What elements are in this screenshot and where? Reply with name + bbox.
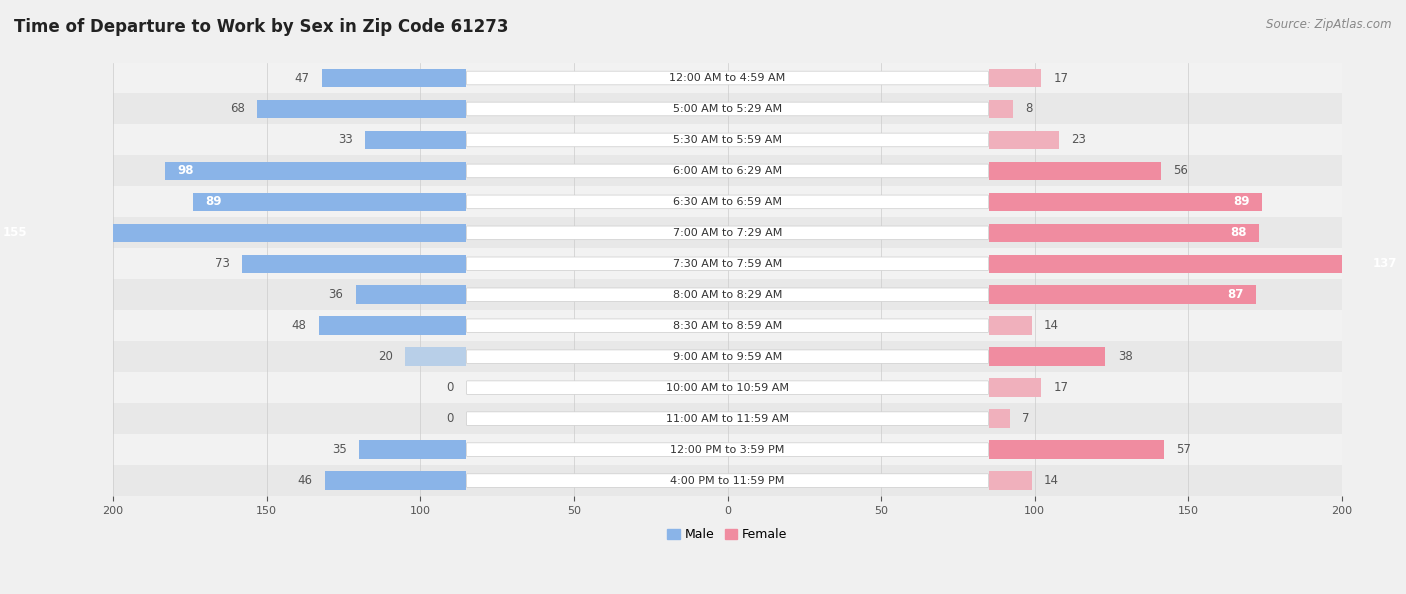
Text: Time of Departure to Work by Sex in Zip Code 61273: Time of Departure to Work by Sex in Zip … [14, 18, 509, 36]
Bar [193, 192, 467, 211]
Bar [112, 465, 1341, 496]
Bar [988, 378, 1040, 397]
Bar [322, 69, 467, 87]
Text: 7:30 AM to 7:59 AM: 7:30 AM to 7:59 AM [673, 259, 782, 269]
Text: 33: 33 [337, 134, 353, 147]
Text: 35: 35 [332, 443, 346, 456]
Text: 11:00 AM to 11:59 AM: 11:00 AM to 11:59 AM [666, 413, 789, 424]
Bar [112, 434, 1341, 465]
Bar [356, 286, 467, 304]
Text: Source: ZipAtlas.com: Source: ZipAtlas.com [1267, 18, 1392, 31]
Bar [112, 310, 1341, 341]
Bar [257, 100, 467, 118]
FancyBboxPatch shape [467, 102, 988, 116]
Bar [319, 317, 467, 335]
Bar [988, 69, 1040, 87]
Text: 48: 48 [291, 319, 307, 332]
Text: 6:00 AM to 6:29 AM: 6:00 AM to 6:29 AM [673, 166, 782, 176]
Text: 12:00 PM to 3:59 PM: 12:00 PM to 3:59 PM [671, 445, 785, 454]
Bar [242, 255, 467, 273]
Text: 0: 0 [447, 412, 454, 425]
Bar [112, 156, 1341, 187]
Bar [988, 255, 1406, 273]
Bar [112, 125, 1341, 156]
Text: 20: 20 [378, 350, 392, 363]
Text: 73: 73 [215, 257, 229, 270]
Text: 8: 8 [1025, 103, 1033, 115]
Text: 8:30 AM to 8:59 AM: 8:30 AM to 8:59 AM [673, 321, 782, 331]
Bar [366, 131, 467, 149]
Bar [112, 62, 1341, 93]
FancyBboxPatch shape [467, 226, 988, 239]
Bar [988, 471, 1032, 490]
FancyBboxPatch shape [467, 319, 988, 333]
Text: 56: 56 [1173, 165, 1188, 178]
Bar [988, 409, 1010, 428]
FancyBboxPatch shape [467, 474, 988, 488]
FancyBboxPatch shape [467, 288, 988, 302]
Text: 57: 57 [1175, 443, 1191, 456]
FancyBboxPatch shape [467, 71, 988, 85]
Bar [988, 440, 1164, 459]
Text: 89: 89 [1233, 195, 1250, 208]
Text: 8:00 AM to 8:29 AM: 8:00 AM to 8:29 AM [673, 290, 782, 300]
Text: 4:00 PM to 11:59 PM: 4:00 PM to 11:59 PM [671, 476, 785, 486]
Text: 68: 68 [231, 103, 245, 115]
Text: 9:00 AM to 9:59 AM: 9:00 AM to 9:59 AM [673, 352, 782, 362]
Bar [112, 372, 1341, 403]
Bar [988, 192, 1263, 211]
Bar [405, 347, 467, 366]
Bar [112, 93, 1341, 125]
FancyBboxPatch shape [467, 257, 988, 271]
Bar [112, 341, 1341, 372]
Text: 7:00 AM to 7:29 AM: 7:00 AM to 7:29 AM [673, 228, 782, 238]
Bar [0, 223, 467, 242]
Bar [112, 403, 1341, 434]
Bar [988, 100, 1014, 118]
Text: 98: 98 [177, 165, 194, 178]
Text: 5:00 AM to 5:29 AM: 5:00 AM to 5:29 AM [673, 104, 782, 114]
FancyBboxPatch shape [467, 443, 988, 456]
Text: 47: 47 [295, 71, 309, 84]
Bar [166, 162, 467, 180]
Text: 5:30 AM to 5:59 AM: 5:30 AM to 5:59 AM [673, 135, 782, 145]
Text: 46: 46 [298, 474, 312, 487]
Bar [988, 162, 1161, 180]
Text: 0: 0 [447, 381, 454, 394]
Text: 17: 17 [1053, 71, 1069, 84]
Bar [988, 223, 1258, 242]
Bar [988, 286, 1256, 304]
FancyBboxPatch shape [467, 350, 988, 364]
Text: 155: 155 [3, 226, 27, 239]
Text: 89: 89 [205, 195, 222, 208]
Bar [112, 187, 1341, 217]
Text: 12:00 AM to 4:59 AM: 12:00 AM to 4:59 AM [669, 73, 786, 83]
Text: 6:30 AM to 6:59 AM: 6:30 AM to 6:59 AM [673, 197, 782, 207]
Bar [112, 217, 1341, 248]
FancyBboxPatch shape [467, 412, 988, 425]
Text: 10:00 AM to 10:59 AM: 10:00 AM to 10:59 AM [666, 383, 789, 393]
Legend: Male, Female: Male, Female [662, 523, 793, 546]
FancyBboxPatch shape [467, 164, 988, 178]
Text: 17: 17 [1053, 381, 1069, 394]
Text: 38: 38 [1118, 350, 1132, 363]
Text: 87: 87 [1227, 288, 1244, 301]
Bar [988, 131, 1059, 149]
Text: 14: 14 [1045, 319, 1059, 332]
Bar [988, 317, 1032, 335]
Text: 14: 14 [1045, 474, 1059, 487]
Bar [112, 279, 1341, 310]
Bar [359, 440, 467, 459]
Text: 88: 88 [1230, 226, 1247, 239]
FancyBboxPatch shape [467, 195, 988, 208]
Text: 137: 137 [1372, 257, 1398, 270]
Bar [112, 248, 1341, 279]
Bar [325, 471, 467, 490]
Text: 7: 7 [1022, 412, 1031, 425]
Bar [988, 347, 1105, 366]
Text: 23: 23 [1071, 134, 1087, 147]
Text: 36: 36 [329, 288, 343, 301]
FancyBboxPatch shape [467, 133, 988, 147]
FancyBboxPatch shape [467, 381, 988, 394]
